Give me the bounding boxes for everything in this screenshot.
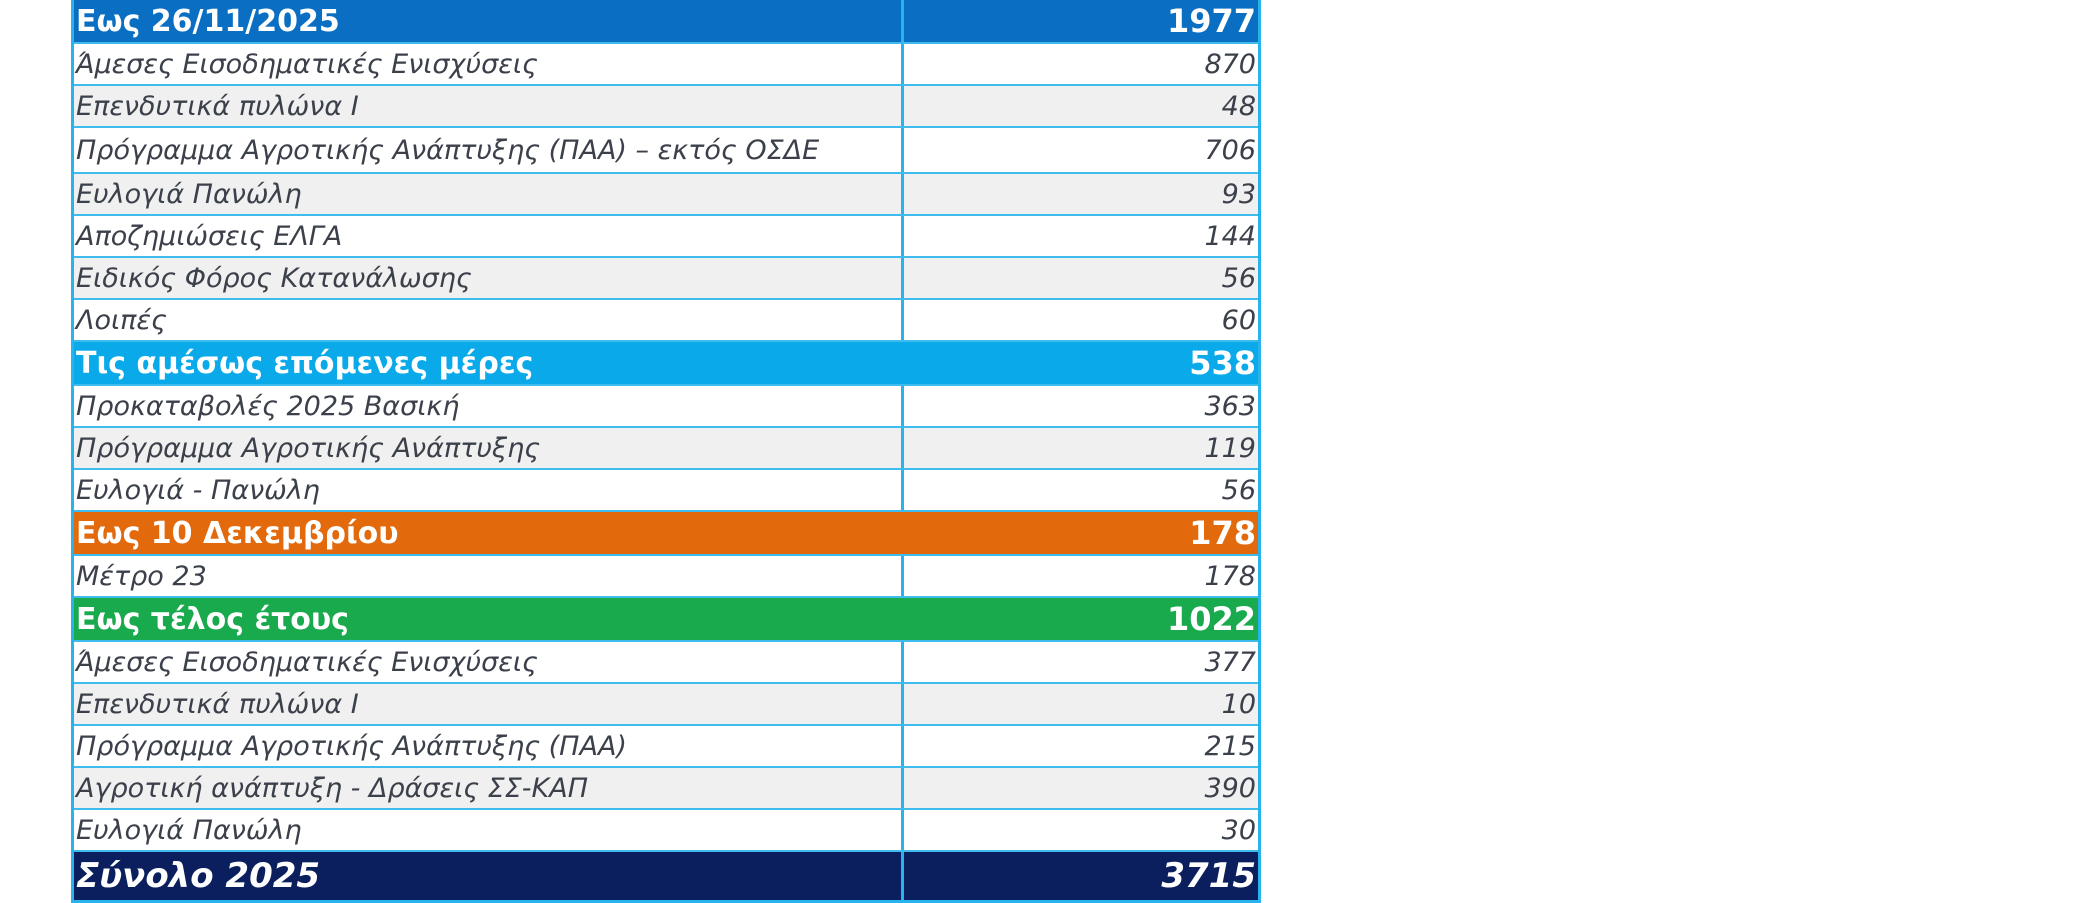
row-value: 390 <box>1204 772 1256 804</box>
row-value: 144 <box>1204 220 1256 252</box>
total-value: 3715 <box>1161 856 1256 896</box>
row-label: Ευλογιά Πανώλη <box>74 174 904 214</box>
table-row: Ειδικός Φόρος Κατανάλωσης 56 <box>74 258 1258 300</box>
table-row: Επενδυτικά πυλώνα Ι 48 <box>74 86 1258 128</box>
row-label: Προκαταβολές 2025 Βασική <box>74 386 904 426</box>
row-label: Ευλογιά - Πανώλη <box>74 470 904 510</box>
section-label: Εως τέλος έτους <box>74 598 904 640</box>
total-label: Σύνολο 2025 <box>74 852 904 900</box>
row-label: Μέτρο 23 <box>74 556 904 596</box>
total-row: Σύνολο 2025 3715 <box>74 852 1258 900</box>
row-value: 93 <box>1221 178 1256 210</box>
row-value: 706 <box>1204 134 1256 166</box>
table-row: Αγροτική ανάπτυξη - Δράσεις ΣΣ-ΚΑΠ 390 <box>74 768 1258 810</box>
row-label: Ευλογιά Πανώλη <box>74 810 904 850</box>
section-header-row: Εως 10 Δεκεμβρίου 178 <box>74 512 1258 556</box>
section-label: Εως 10 Δεκεμβρίου <box>74 512 904 554</box>
section-header-row: Τις αμέσως επόμενες μέρες 538 <box>74 342 1258 386</box>
table-row: Προκαταβολές 2025 Βασική 363 <box>74 386 1258 428</box>
row-value: 56 <box>1221 474 1256 506</box>
row-value: 870 <box>1204 48 1256 80</box>
section-header-row: Εως τέλος έτους 1022 <box>74 598 1258 642</box>
table-row: Ευλογιά Πανώλη 93 <box>74 174 1258 216</box>
table-row: Ευλογιά Πανώλη 30 <box>74 810 1258 852</box>
row-label: Πρόγραμμα Αγροτικής Ανάπτυξης <box>74 428 904 468</box>
section-value: 1977 <box>1166 2 1256 40</box>
row-value: 56 <box>1221 262 1256 294</box>
section-label: Τις αμέσως επόμενες μέρες <box>74 342 904 384</box>
payments-table: Εως 26/11/2025 1977 Άμεσες Εισοδηματικές… <box>71 0 1261 903</box>
row-value: 30 <box>1221 814 1256 846</box>
table-row: Ευλογιά - Πανώλη 56 <box>74 470 1258 512</box>
table-row: Άμεσες Εισοδηματικές Ενισχύσεις 377 <box>74 642 1258 684</box>
table-row: Πρόγραμμα Αγροτικής Ανάπτυξης 119 <box>74 428 1258 470</box>
row-label: Άμεσες Εισοδηματικές Ενισχύσεις <box>74 642 904 682</box>
row-label: Άμεσες Εισοδηματικές Ενισχύσεις <box>74 44 904 84</box>
row-label: Πρόγραμμα Αγροτικής Ανάπτυξης (ΠΑΑ) – εκ… <box>74 128 904 172</box>
row-label: Επενδυτικά πυλώνα Ι <box>74 86 904 126</box>
section-header-row: Εως 26/11/2025 1977 <box>74 0 1258 44</box>
row-label: Λοιπές <box>74 300 904 340</box>
table-row: Άμεσες Εισοδηματικές Ενισχύσεις 870 <box>74 44 1258 86</box>
table-row: Επενδυτικά πυλώνα Ι 10 <box>74 684 1258 726</box>
row-value: 10 <box>1221 688 1256 720</box>
row-value: 60 <box>1221 304 1256 336</box>
row-value: 48 <box>1221 90 1256 122</box>
row-label: Ειδικός Φόρος Κατανάλωσης <box>74 258 904 298</box>
section-value: 178 <box>1189 514 1256 552</box>
section-value: 538 <box>1189 344 1256 382</box>
row-label: Αγροτική ανάπτυξη - Δράσεις ΣΣ-ΚΑΠ <box>74 768 904 808</box>
row-value: 178 <box>1204 560 1256 592</box>
table-row: Πρόγραμμα Αγροτικής Ανάπτυξης (ΠΑΑ) 215 <box>74 726 1258 768</box>
row-value: 215 <box>1204 730 1256 762</box>
table-row: Πρόγραμμα Αγροτικής Ανάπτυξης (ΠΑΑ) – εκ… <box>74 128 1258 174</box>
row-value: 377 <box>1204 646 1256 678</box>
section-value: 1022 <box>1166 600 1256 638</box>
row-value: 363 <box>1204 390 1256 422</box>
table-row: Λοιπές 60 <box>74 300 1258 342</box>
table-row: Μέτρο 23 178 <box>74 556 1258 598</box>
row-label: Επενδυτικά πυλώνα Ι <box>74 684 904 724</box>
section-label: Εως 26/11/2025 <box>74 0 904 42</box>
row-label: Πρόγραμμα Αγροτικής Ανάπτυξης (ΠΑΑ) <box>74 726 904 766</box>
row-value: 119 <box>1204 432 1256 464</box>
table-row: Αποζημιώσεις ΕΛΓΑ 144 <box>74 216 1258 258</box>
row-label: Αποζημιώσεις ΕΛΓΑ <box>74 216 904 256</box>
